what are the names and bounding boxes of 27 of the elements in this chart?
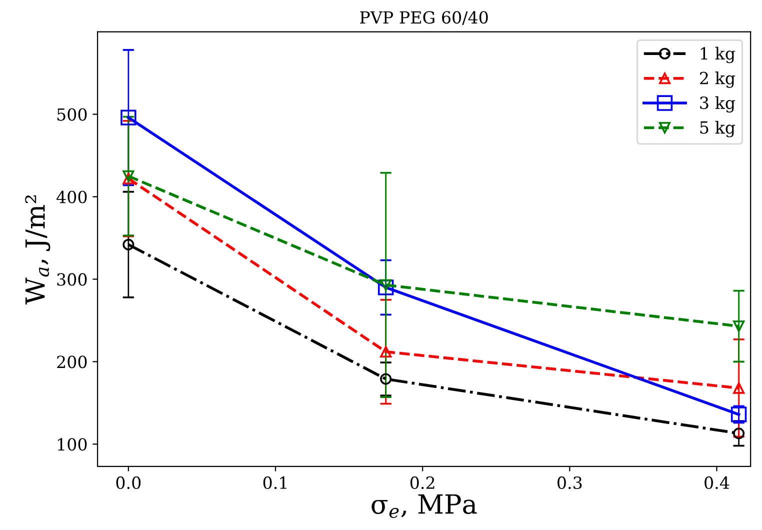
x-tick-label: 0.2 bbox=[410, 476, 434, 490]
y-tick-label: 100 bbox=[58, 438, 87, 451]
chart-title: PVP PEG 60/40 bbox=[360, 11, 488, 26]
legend-label: 1 kg bbox=[700, 46, 736, 64]
x-tick-label: 0.0 bbox=[116, 476, 141, 490]
y-tick-label: 300 bbox=[57, 273, 87, 286]
x-tick-label: 0.1 bbox=[263, 476, 286, 490]
x-axis-title: σ$_{e}$, MPa bbox=[372, 494, 477, 518]
y-tick-label: 200 bbox=[57, 356, 87, 368]
point bbox=[733, 320, 745, 332]
point bbox=[122, 238, 134, 250]
point bbox=[120, 110, 136, 126]
point bbox=[122, 172, 134, 184]
y-tick-label: 400 bbox=[56, 190, 87, 204]
y-axis-title: W$_{a}$, J/m² bbox=[25, 195, 50, 305]
legend-label: 3 kg bbox=[700, 96, 736, 113]
point bbox=[380, 373, 392, 385]
y-tick-label: 500 bbox=[57, 108, 87, 121]
x-tick-label: 0.4 bbox=[704, 476, 730, 490]
point bbox=[378, 280, 394, 296]
point bbox=[380, 346, 392, 358]
legend-label: 2 kg bbox=[700, 72, 736, 88]
point bbox=[733, 428, 745, 440]
point bbox=[122, 170, 134, 182]
legend-label: 5 kg bbox=[700, 120, 736, 138]
x-tick-label: 0.3 bbox=[558, 476, 582, 490]
point bbox=[733, 382, 745, 394]
